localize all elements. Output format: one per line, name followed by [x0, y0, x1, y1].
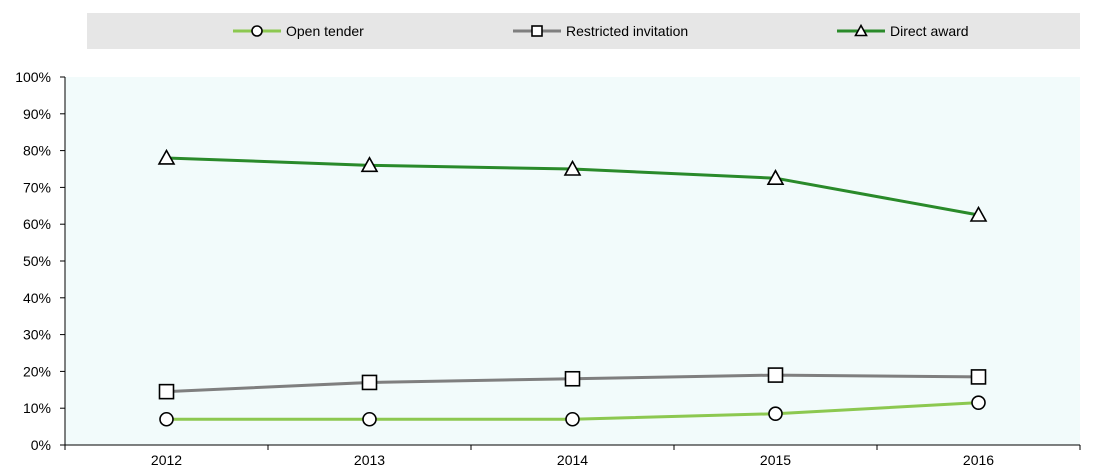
legend-label: Direct award: [890, 23, 969, 39]
data-point: [969, 205, 988, 222]
data-point: [158, 383, 175, 400]
x-axis-ticks: 2012 2013 2014 2015 2016: [64, 445, 1081, 467]
data-point: [564, 370, 581, 387]
data-point: [766, 169, 785, 185]
data-point: [768, 406, 783, 422]
series-restricted-invitation: [158, 367, 987, 400]
y-tick-label: 70%: [23, 179, 51, 195]
data-point: [361, 374, 378, 391]
x-tick-label: 2014: [557, 452, 588, 467]
series-open-tender: [159, 395, 986, 427]
y-tick-label: 0%: [31, 437, 51, 453]
legend-item: Direct award: [837, 23, 969, 39]
legend-marker: [251, 25, 263, 37]
series-layer: [157, 148, 988, 427]
y-tick-label: 50%: [23, 253, 51, 269]
data-point: [565, 411, 580, 427]
legend: Open tender Restricted invitation Direct a…: [233, 23, 969, 39]
data-point: [970, 369, 987, 385]
y-tick-label: 20%: [23, 363, 51, 379]
y-tick-label: 90%: [23, 106, 51, 122]
legend-marker: [854, 23, 868, 37]
y-tick-label: 40%: [23, 290, 51, 306]
data-point: [159, 411, 174, 427]
data-point: [563, 159, 582, 176]
legend-label: Restricted invitation: [566, 23, 688, 39]
legend-label: Open tender: [286, 23, 364, 39]
data-point: [157, 148, 176, 165]
y-tick-label: 100%: [15, 69, 51, 85]
y-tick-label: 30%: [23, 327, 51, 343]
data-point: [971, 395, 986, 410]
x-tick-label: 2015: [760, 452, 791, 467]
legend-item: Open tender: [233, 23, 364, 39]
y-tick-label: 80%: [23, 143, 51, 159]
y-axis-ticks: 0% 10% 20% 30% 40% 50% 60% 70% 80% 90% 100%: [15, 69, 65, 453]
data-point: [767, 367, 784, 383]
data-point: [362, 411, 377, 427]
series-direct-award: [157, 148, 988, 222]
legend-marker: [531, 25, 543, 37]
x-tick-label: 2012: [151, 452, 182, 467]
legend-item: Restricted invitation: [513, 23, 688, 39]
x-tick-label: 2016: [963, 452, 994, 467]
y-tick-label: 10%: [23, 400, 51, 416]
data-point: [360, 156, 379, 173]
x-tick-label: 2013: [354, 452, 385, 467]
y-tick-label: 60%: [23, 216, 51, 232]
